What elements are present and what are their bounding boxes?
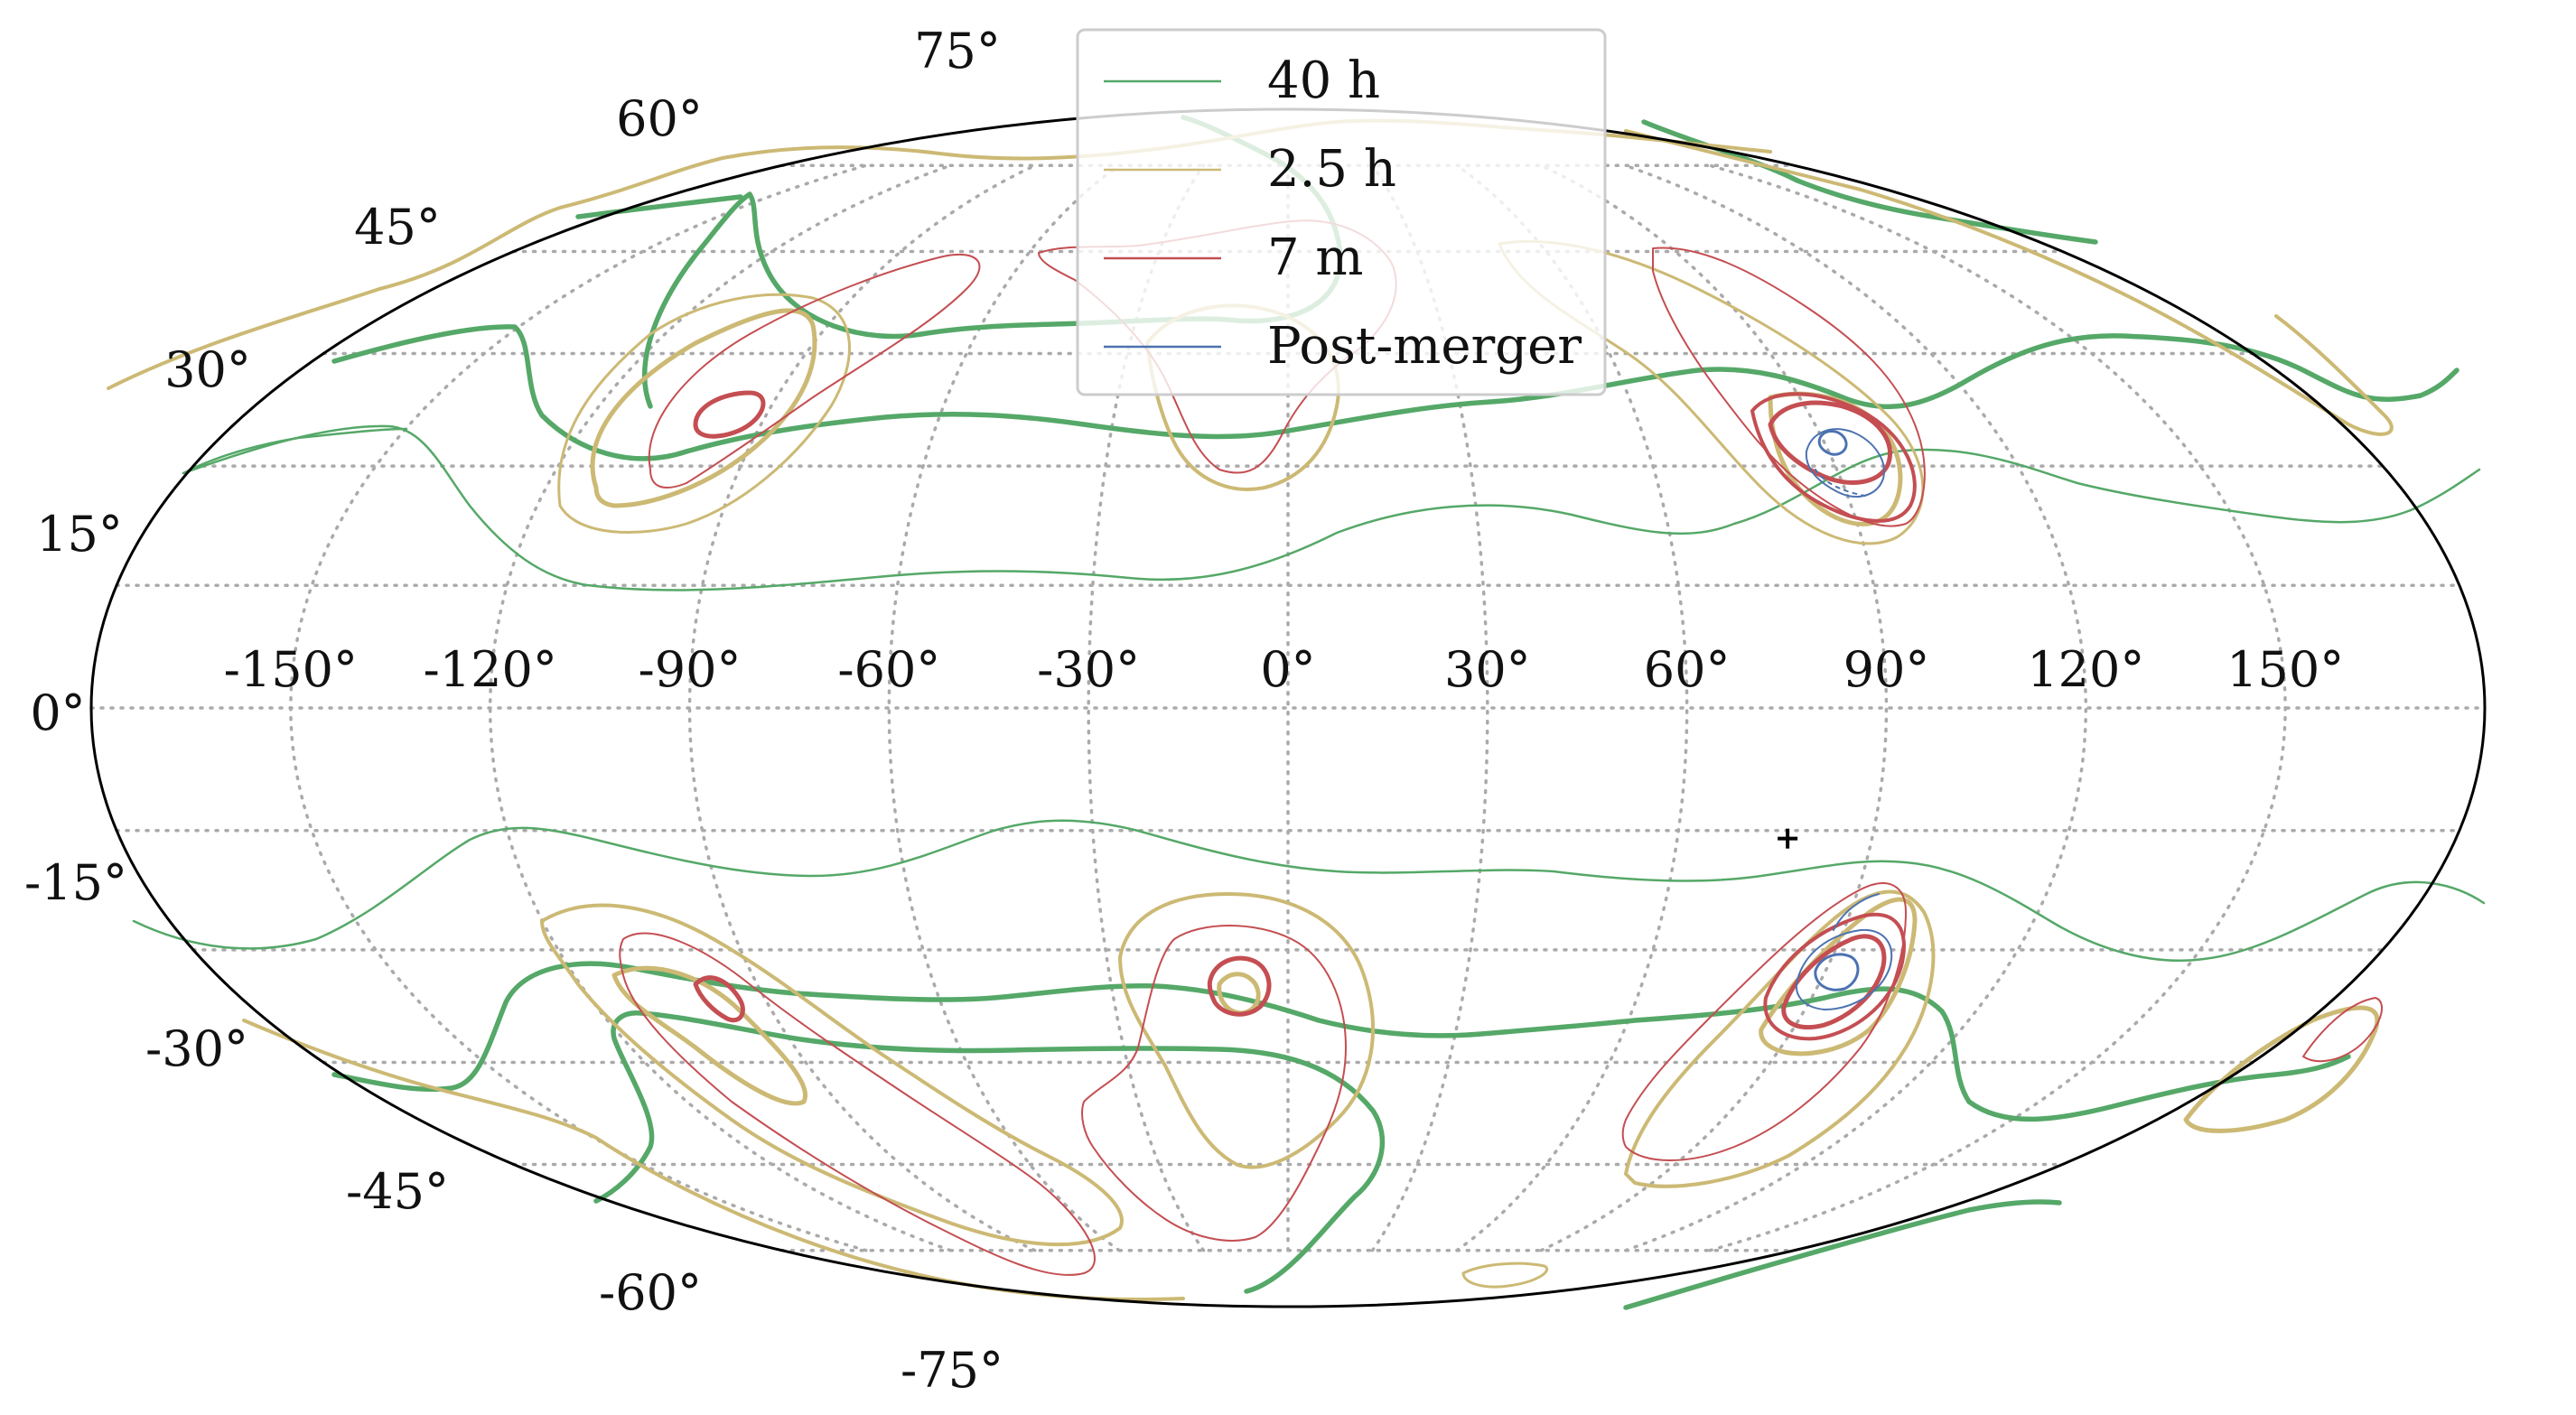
contour-40h-south-lobe bbox=[593, 1010, 1386, 1294]
contour-post-merger-south-core bbox=[1814, 953, 1860, 991]
lon-tick-label: 0° bbox=[1260, 641, 1315, 698]
lon-tick-label: 30° bbox=[1444, 641, 1531, 698]
legend-label: Post-merger bbox=[1267, 317, 1582, 376]
lon-tick-label: -120° bbox=[424, 641, 557, 698]
contour-7m-north-east-outer bbox=[1652, 247, 1926, 527]
contour-7m-south-east-mid bbox=[1763, 912, 1906, 1041]
lat-tick-label: -30° bbox=[145, 1020, 248, 1077]
contour-post-merger-north-core bbox=[1817, 430, 1848, 456]
contour-post-merger-north-tail bbox=[1815, 469, 1871, 498]
contour-7m-north-east-core bbox=[1768, 400, 1893, 485]
lat-tick-label: 15° bbox=[36, 506, 123, 563]
legend-box bbox=[1076, 28, 1607, 396]
legend-label: 40 h bbox=[1267, 51, 1380, 110]
contour-7m-north-east-mid bbox=[1750, 392, 1917, 523]
contour-40h-west-north bbox=[182, 427, 408, 475]
contour-2-5h-north-lobe-west-outer bbox=[557, 293, 851, 535]
tick-labels: -150° -120° -90° -60° -30° 0° 30° 60° 90° 120° 150… bbox=[24, 23, 2344, 1399]
lon-tick-label: 90° bbox=[1843, 641, 1930, 698]
lon-tick-label: -60° bbox=[837, 641, 940, 698]
series-7m-contours bbox=[619, 219, 2384, 1276]
lon-tick-label: 120° bbox=[2027, 641, 2144, 698]
lon-tick-label: -90° bbox=[639, 641, 742, 698]
legend-label: 2.5 h bbox=[1267, 140, 1396, 199]
contour-7m-south-west-outer bbox=[619, 932, 1096, 1276]
lat-tick-label: 45° bbox=[354, 199, 441, 256]
meridian-line bbox=[887, 163, 1121, 1252]
lat-tick-label: 60° bbox=[616, 90, 703, 147]
lat-tick-label: -15° bbox=[24, 854, 127, 911]
contour-2-5h-south-lobe-far-east bbox=[2183, 1005, 2380, 1133]
meridian-line bbox=[289, 163, 868, 1252]
contour-40h-south-outer bbox=[132, 819, 2486, 963]
contour-2-5h-south-lobe-east bbox=[1759, 897, 1918, 1057]
contour-7m-south-mid-outer bbox=[1081, 925, 1347, 1242]
legend-entry: Post-merger bbox=[1104, 317, 1582, 376]
lon-tick-label: -30° bbox=[1037, 641, 1140, 698]
legend-items: 40 h 2.5 h 7 m Post-merger bbox=[1104, 51, 1582, 376]
lat-tick-label: 30° bbox=[164, 341, 251, 398]
source-marker bbox=[1778, 828, 1798, 849]
series-post-merger-contours bbox=[1795, 428, 1893, 1010]
lat-tick-label: 0° bbox=[30, 684, 85, 741]
contour-2-5h-ne-cap bbox=[1624, 129, 2394, 436]
legend-entry: 2.5 h bbox=[1104, 140, 1396, 199]
contour-40h-south-cap bbox=[1623, 1199, 2062, 1310]
legend-entry: 40 h bbox=[1104, 51, 1380, 110]
lon-tick-label: -150° bbox=[224, 641, 358, 698]
contour-2-5h-south-band-west bbox=[540, 903, 1124, 1247]
contour-2-5h-south-lobe-mid-outer bbox=[1118, 892, 1375, 1169]
meridian-line bbox=[1539, 163, 1889, 1252]
legend-entry: 7 m bbox=[1104, 228, 1364, 287]
contour-2-5h-south-lobe-mid bbox=[1217, 972, 1261, 1016]
contour-post-merger-north-outer bbox=[1805, 428, 1885, 498]
contour-7m-north-west-outer bbox=[648, 253, 981, 489]
meridian-line bbox=[1708, 163, 2287, 1252]
lat-tick-label: -75° bbox=[901, 1342, 1003, 1399]
contour-2-5h-north-lobe-east-outer bbox=[1498, 239, 1925, 545]
contour-2-5h-north-lobe-west bbox=[590, 308, 817, 508]
lon-tick-label: 150° bbox=[2226, 641, 2344, 698]
contour-40h-ne-cap bbox=[1641, 119, 2098, 245]
legend: 40 h 2.5 h 7 m Post-merger bbox=[1076, 28, 1607, 396]
marker-layer bbox=[1778, 828, 1798, 849]
contour-post-merger-south-outer bbox=[1795, 928, 1893, 1010]
contour-7m-south-far-east bbox=[2302, 997, 2384, 1063]
contour-7m-south-west-core bbox=[693, 975, 745, 1023]
contour-post-merger-south-tail bbox=[1833, 893, 1880, 931]
lat-tick-label: -60° bbox=[599, 1264, 702, 1321]
contour-40h-north-outer bbox=[182, 424, 2481, 591]
contour-40h-north-cap bbox=[575, 194, 743, 219]
meridian-line bbox=[1624, 163, 2088, 1252]
lat-tick-label: 75° bbox=[914, 23, 1001, 79]
contour-2-5h-south-small-blob bbox=[1461, 1261, 1548, 1289]
legend-label: 7 m bbox=[1267, 228, 1364, 287]
contour-7m-south-east-outer bbox=[1621, 882, 1907, 1161]
lon-tick-label: 60° bbox=[1644, 641, 1731, 698]
meridian-line bbox=[687, 163, 1037, 1252]
meridian-line bbox=[488, 163, 952, 1252]
contour-7m-north-west-core bbox=[693, 390, 766, 439]
contour-7m-south-east-core bbox=[1781, 934, 1887, 1030]
contour-7m-south-mid-core bbox=[1207, 955, 1272, 1017]
contour-2-5h-south-band-east bbox=[1624, 889, 1936, 1188]
contour-40h-south-inner bbox=[331, 961, 2351, 1122]
lat-tick-label: -45° bbox=[346, 1163, 449, 1220]
